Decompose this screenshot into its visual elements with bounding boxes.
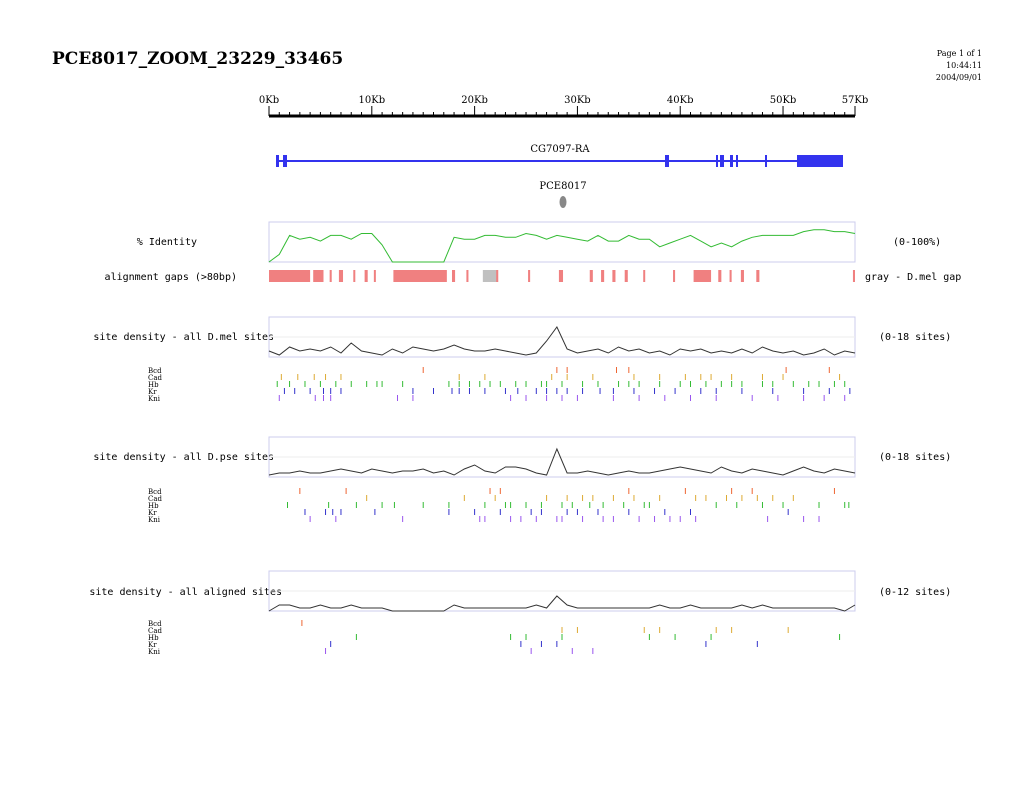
dmel-track-label: site density - all D.mel sites [93,332,274,343]
gene-exon [716,155,718,167]
gap-bar [673,270,676,282]
identity-line [268,229,856,263]
ruler-tick-label: 57Kb [842,95,869,106]
page-number: Page 1 of 1 [937,49,982,58]
gene-exon [765,155,767,167]
dmel-density-plot [268,326,856,356]
gap-bar [589,270,593,282]
factor-label: Kni [148,516,161,524]
gap-bar [693,270,712,282]
identity-plot [268,229,856,263]
identity-track-frame [268,221,856,263]
gap-bar [353,270,356,282]
gap-bar [718,270,722,282]
page-title: PCE8017_ZOOM_23229_33465 [52,49,343,69]
gap-bar [329,270,332,282]
gaps-track-label: alignment gaps (>80bp) [105,272,237,283]
dpse-track-label: site density - all D.pse sites [93,452,274,463]
gap-bar [373,270,376,282]
factor-label: Kr [148,388,157,396]
gaps-track-note: gray - D.mel gap [865,272,961,283]
gap-bar [451,270,456,282]
factor-label: Cad [148,374,163,382]
identity-track-label: % Identity [137,237,197,248]
aligned-track-range: (0-12 sites) [879,587,951,598]
aligned-track-label: site density - all aligned sites [89,587,282,598]
dpse-density-plot [268,447,856,476]
factor-label: Bcd [148,488,162,496]
page-date: 2004/09/01 [936,73,982,82]
gap-bar [643,270,646,282]
ruler-tick-label: 40Kb [667,95,694,106]
gaps-plot [269,270,855,282]
factor-label: Cad [148,495,163,503]
factor-label: Kni [148,395,161,403]
gap-bar [740,270,744,282]
dpse-track-range: (0-18 sites) [879,452,951,463]
gap-bar [756,270,760,282]
factor-label: Kr [148,641,157,649]
density-line [268,447,856,476]
aligned-density-plot [268,590,856,612]
gap-bar [466,270,469,282]
gap-bar [729,270,732,282]
gap-bar [624,270,628,282]
gene-exon [276,155,279,167]
factor-label: Kni [148,648,161,656]
element-marker [559,196,567,208]
gene-model [276,155,843,167]
ruler-tick-label: 30Kb [564,95,591,106]
gap-bar [601,270,605,282]
element-name: PCE8017 [539,181,586,192]
dmel-track-range: (0-18 sites) [879,332,951,343]
factor-label: Hb [148,634,159,642]
gap-bar [269,270,311,282]
gap-bar [313,270,324,282]
kb-ruler: 0Kb 10Kb 20Kb 30Kb 40Kb 50Kb 57Kb [259,95,869,118]
gap-bar [612,270,616,282]
gene-exon [730,155,733,167]
gap-bar [393,270,447,282]
factor-label: Hb [148,502,159,510]
dmel-gap-bar [482,270,497,282]
ruler-tick-label: 50Kb [770,95,797,106]
factor-label: Kr [148,509,157,517]
gap-bar [338,270,344,282]
gap-bar [852,270,855,282]
identity-track-range: (0-100%) [893,237,941,248]
factor-label: Bcd [148,620,162,628]
factor-label: Hb [148,381,159,389]
gap-bar [558,270,564,282]
gap-bar [364,270,368,282]
ruler-tick-label: 10Kb [359,95,386,106]
density-line [268,326,856,356]
density-line [268,595,856,612]
gene-exon [283,155,287,167]
page-time: 10:44:11 [946,61,982,70]
gap-bar [528,270,531,282]
ruler-tick-label: 0Kb [259,95,279,106]
gene-exon [665,155,669,167]
factor-label: Cad [148,627,163,635]
gene-name: CG7097-RA [530,144,590,155]
gene-exon [797,155,843,167]
gene-exon [720,155,724,167]
gene-exon [736,155,738,167]
ruler-tick-label: 20Kb [461,95,488,106]
factor-label: Bcd [148,367,162,375]
